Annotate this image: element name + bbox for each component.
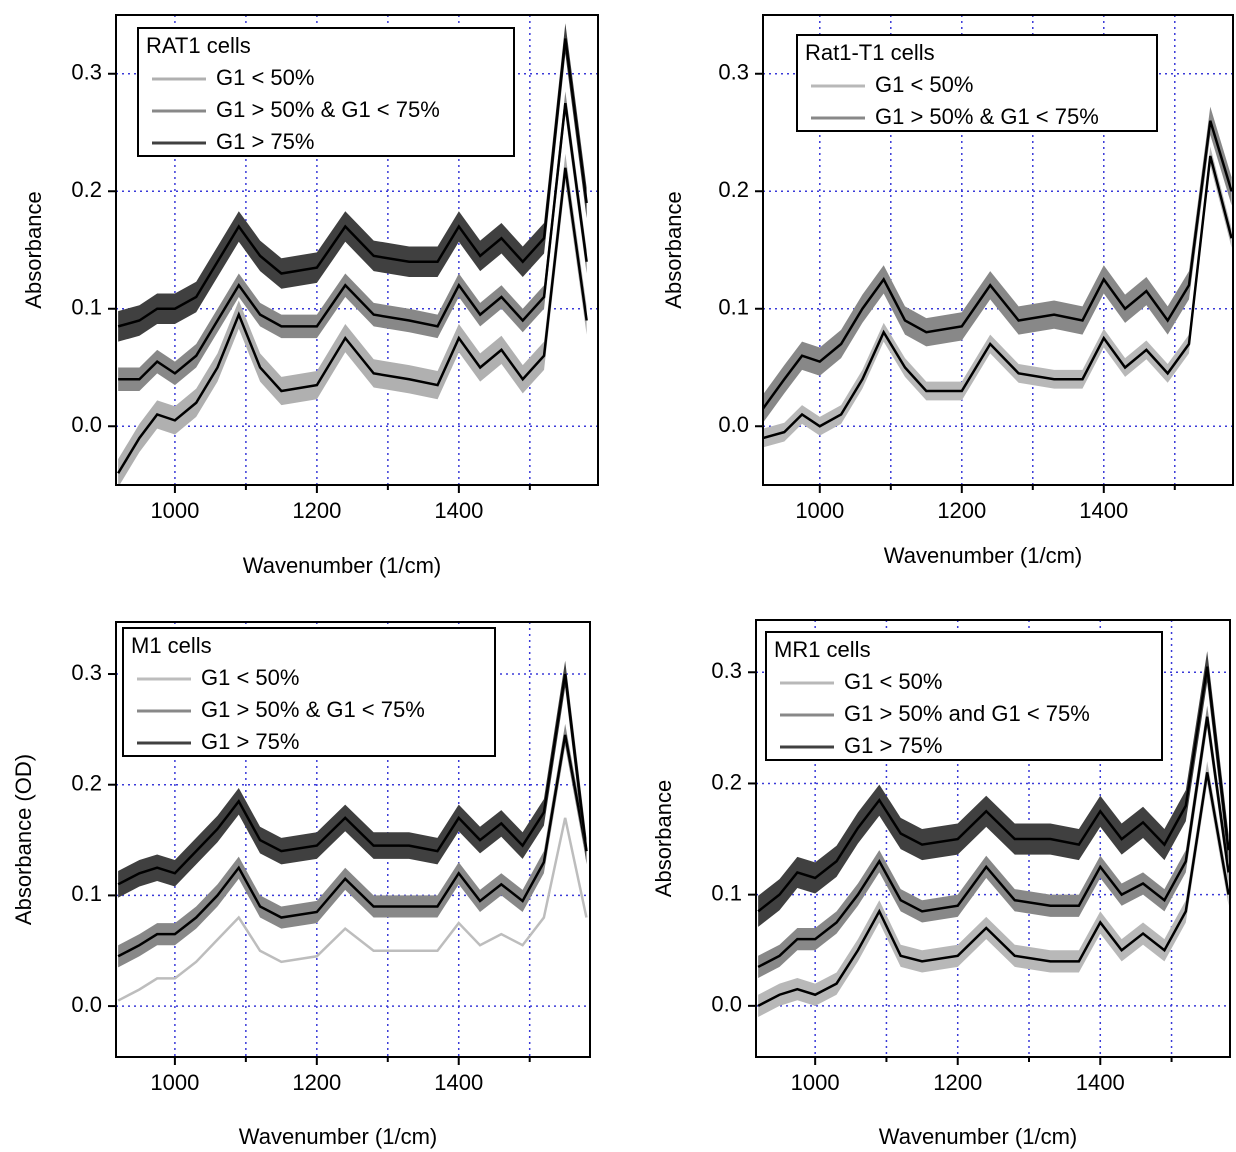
legend-label: G1 > 50% & G1 < 75% <box>875 104 1099 129</box>
plot-frame <box>115 621 591 1058</box>
x-tick-label: 1000 <box>150 498 199 523</box>
series-line <box>763 155 1233 440</box>
legend-title: RAT1 cells <box>146 33 251 58</box>
legend-box <box>796 34 1158 132</box>
series-line <box>117 734 588 958</box>
x-axis-label: Wavenumber (1/cm) <box>884 543 1082 568</box>
x-axis-label: Wavenumber (1/cm) <box>879 1124 1077 1149</box>
series-group <box>117 660 588 1002</box>
series-group <box>763 106 1233 448</box>
plot-frame <box>762 14 1234 486</box>
y-tick-label: 0.0 <box>71 412 102 437</box>
panel: 0.0 0.1 0.2 0.3 1000 1200 1400 Wavenumber (1/cm… <box>21 14 599 578</box>
series-line <box>118 102 588 381</box>
legend-box <box>137 27 515 157</box>
y-tick-label: 0.2 <box>71 771 102 796</box>
x-tick-label: 1200 <box>933 1070 982 1095</box>
y-tick-label: 0.2 <box>71 177 102 202</box>
x-tick-label: 1000 <box>791 1070 840 1095</box>
y-tick-label: 0.2 <box>711 769 742 794</box>
legend-label: G1 > 75% <box>216 129 314 154</box>
series-group <box>117 23 588 485</box>
legend-title: MR1 cells <box>774 637 871 662</box>
x-tick-label: 1200 <box>292 498 341 523</box>
y-tick-label: 0.1 <box>71 881 102 906</box>
legend-label: G1 > 50% & G1 < 75% <box>216 97 440 122</box>
y-tick-label: 0.0 <box>711 992 742 1017</box>
legend-label: G1 < 50% <box>875 72 973 97</box>
error-band <box>763 146 1232 448</box>
series-line <box>117 817 588 1002</box>
legend-label: G1 > 75% <box>844 733 942 758</box>
x-tick-label: 1400 <box>434 1070 483 1095</box>
y-tick-label: 0.1 <box>718 295 749 320</box>
x-tick-label: 1400 <box>434 498 483 523</box>
x-tick-label: 1400 <box>1076 1070 1125 1095</box>
series-line <box>763 120 1233 410</box>
legend-label: G1 < 50% <box>844 669 942 694</box>
panel: 0.0 0.1 0.2 0.3 1000 1200 1400 Wavenumber (1/cm… <box>651 619 1231 1149</box>
series-line <box>757 716 1230 969</box>
error-band <box>118 723 587 968</box>
legend-label: G1 > 75% <box>201 729 299 754</box>
x-tick-label: 1000 <box>150 1070 199 1095</box>
y-axis-label: Absorbance (OD) <box>11 754 36 925</box>
series-group <box>757 651 1230 1017</box>
series-line <box>117 673 588 886</box>
legend-label: G1 < 50% <box>201 665 299 690</box>
series-line <box>117 38 588 328</box>
y-tick-label: 0.3 <box>718 60 749 85</box>
x-tick-label: 1400 <box>1079 498 1128 523</box>
x-tick-label: 1000 <box>795 498 844 523</box>
legend-label: G1 < 50% <box>216 65 314 90</box>
y-tick-label: 0.3 <box>71 660 102 685</box>
x-axis-label: Wavenumber (1/cm) <box>239 1124 437 1149</box>
legend-box <box>765 631 1163 761</box>
y-axis-label: Absorbance <box>651 780 676 897</box>
x-tick-label: 1200 <box>937 498 986 523</box>
legend-box <box>122 627 496 757</box>
y-tick-label: 0.3 <box>711 658 742 683</box>
legend-label: G1 > 50% & G1 < 75% <box>201 697 425 722</box>
series-line <box>757 772 1230 1007</box>
panel: 0.0 0.1 0.2 0.3 1000 1200 1400 Wavenumber (1/cm… <box>661 14 1234 568</box>
x-tick-label: 1200 <box>292 1070 341 1095</box>
x-axis-label: Wavenumber (1/cm) <box>243 553 441 578</box>
y-tick-label: 0.0 <box>71 992 102 1017</box>
plot-frame <box>115 14 599 486</box>
series-line <box>117 167 588 474</box>
legend-label: G1 > 50% and G1 < 75% <box>844 701 1090 726</box>
y-tick-label: 0.2 <box>718 177 749 202</box>
y-tick-label: 0.1 <box>71 295 102 320</box>
series-line <box>757 666 1230 913</box>
error-band <box>118 91 587 391</box>
plot-frame <box>755 619 1231 1058</box>
y-tick-label: 0.3 <box>71 60 102 85</box>
legend-title: Rat1-T1 cells <box>805 40 935 65</box>
error-band <box>118 660 587 898</box>
y-axis-label: Absorbance <box>21 191 46 308</box>
panel: 0.0 0.1 0.2 0.3 1000 1200 1400 Wavenumber (1/cm… <box>11 621 591 1149</box>
legend-title: M1 cells <box>131 633 212 658</box>
y-axis-label: Absorbance <box>661 191 686 308</box>
y-tick-label: 0.0 <box>718 412 749 437</box>
y-tick-label: 0.1 <box>711 880 742 905</box>
